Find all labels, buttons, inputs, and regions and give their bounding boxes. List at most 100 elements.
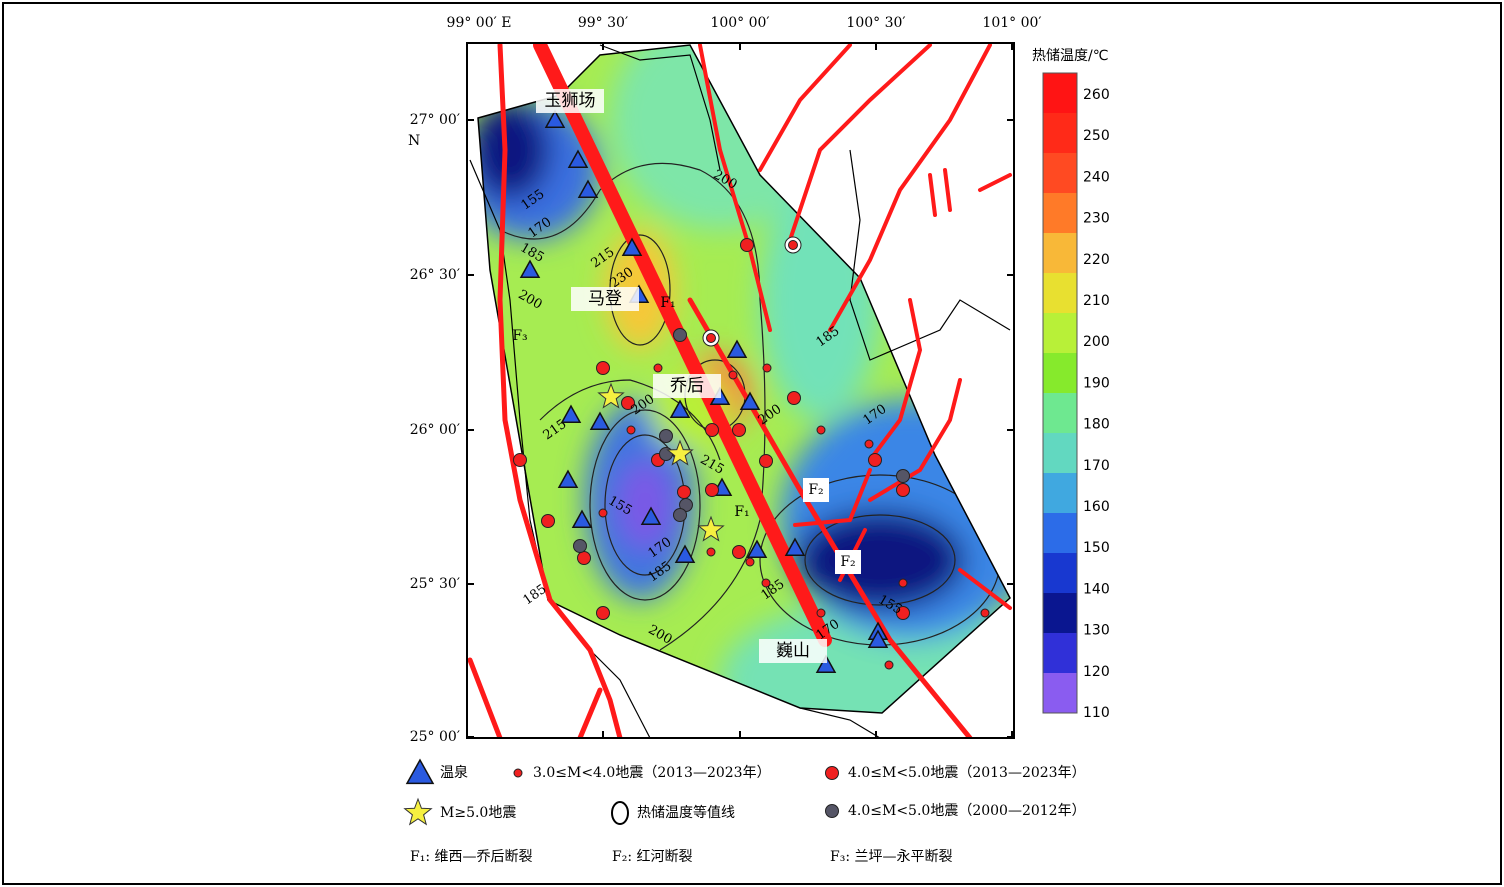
colorbar-label: 110 — [1083, 705, 1110, 721]
earthquake — [653, 363, 663, 373]
strong-earthquake — [666, 439, 694, 466]
colorbar-swatch — [1043, 153, 1077, 193]
earthquake — [626, 425, 636, 435]
colorbar-label: 170 — [1083, 458, 1110, 474]
earthquake — [884, 660, 894, 670]
earthquake — [513, 453, 527, 467]
fault-label: F₁ — [734, 504, 749, 520]
colorbar-swatch — [1043, 233, 1077, 273]
colorbar-label: 160 — [1083, 499, 1110, 515]
x-axis-label: 100° 30′ — [846, 15, 905, 31]
strong-earthquake — [697, 515, 725, 542]
y-axis-label: 26° 00′ — [410, 422, 460, 438]
earthquake — [898, 578, 908, 588]
colorbar-label: 230 — [1083, 211, 1110, 227]
earthquake — [573, 539, 587, 553]
earthquake — [596, 606, 610, 620]
earthquake — [677, 485, 691, 499]
hot-spring — [405, 758, 435, 785]
hot-spring — [560, 404, 582, 423]
hot-spring — [577, 179, 599, 198]
hot-spring — [815, 654, 837, 673]
colorbar-label: 260 — [1083, 87, 1110, 103]
x-axis-label: 100° 00′ — [710, 15, 769, 31]
legend-label: 热储温度等值线 — [637, 804, 735, 821]
earthquake — [896, 483, 910, 497]
fault-label: F₂ — [840, 554, 855, 570]
colorbar-label: 140 — [1083, 581, 1110, 597]
colorbar-swatch — [1043, 73, 1077, 113]
hot-spring — [739, 391, 761, 410]
colorbar-swatch — [1043, 113, 1077, 153]
colorbar-label: 240 — [1083, 169, 1110, 185]
colorbar-swatch — [1043, 673, 1077, 713]
colorbar-swatch — [1043, 273, 1077, 313]
earthquake — [896, 606, 910, 620]
y-axis-label: 25° 30′ — [410, 576, 460, 592]
legend-label: 4.0≤M<5.0地震（2013—2023年） — [848, 765, 1086, 781]
earthquake — [705, 483, 719, 497]
earthquake — [740, 238, 754, 252]
place-label-bg — [571, 287, 639, 311]
earthquake — [728, 370, 738, 380]
place-label: 巍山 — [776, 641, 810, 661]
earthquake — [762, 363, 772, 373]
earthquake — [761, 578, 771, 588]
colorbar-label: 120 — [1083, 664, 1110, 680]
colorbar-swatch — [1043, 633, 1077, 673]
earthquake — [825, 804, 839, 818]
faults — [467, 43, 1012, 738]
fault-label: F₁ — [660, 295, 675, 311]
y-axis-label: 26° 30′ — [410, 267, 460, 283]
colorbar-swatch — [1043, 313, 1077, 353]
colorbar-swatch — [1043, 513, 1077, 553]
hot-spring — [589, 411, 611, 430]
place-label: 乔后 — [670, 376, 704, 396]
y-axis-label: 25° 00′ — [410, 729, 460, 745]
earthquake — [816, 608, 826, 618]
colorbar-label: 210 — [1083, 293, 1110, 309]
earthquake — [745, 557, 755, 567]
earthquake — [659, 429, 673, 443]
legend-label: 温泉 — [440, 764, 468, 781]
earthquake — [980, 608, 990, 618]
region-outline — [477, 44, 1011, 714]
colorbar-label: 130 — [1083, 623, 1110, 639]
hot-spring — [640, 506, 662, 525]
legend-fault: F₁: 维西—乔后断裂 — [410, 849, 533, 865]
place-label-bg — [759, 639, 827, 663]
hot-spring — [726, 339, 748, 358]
x-axis-label: 99° 30′ — [578, 15, 628, 31]
colorbar-swatch — [1043, 593, 1077, 633]
earthquake — [541, 514, 555, 528]
colorbar-title: 热储温度/℃ — [1032, 48, 1108, 64]
earthquake — [864, 439, 874, 449]
hot-spring — [621, 237, 643, 256]
hot-spring — [567, 149, 589, 168]
place-label-bg — [653, 374, 721, 398]
legend-label: M≥5.0地震 — [440, 805, 516, 821]
legend-label: 4.0≤M<5.0地震（2000—2012年） — [848, 803, 1086, 819]
fault-label-bg — [835, 550, 861, 574]
colorbar-swatch — [1043, 193, 1077, 233]
colorbar-swatch — [1043, 433, 1077, 473]
place-label: 玉狮场 — [545, 91, 596, 111]
earthquake — [825, 766, 839, 780]
earthquake — [621, 396, 635, 410]
earthquake — [759, 454, 773, 468]
earthquake — [596, 361, 610, 375]
fault-label: F₂ — [808, 482, 823, 498]
earthquake — [816, 425, 826, 435]
colorbar-label: 180 — [1083, 417, 1110, 433]
earthquake — [732, 545, 746, 559]
hot-spring — [544, 109, 566, 128]
hot-spring — [867, 629, 889, 648]
hot-spring — [571, 509, 593, 528]
legend-fault: F₃: 兰坪—永平断裂 — [830, 849, 953, 865]
hot-spring — [746, 539, 768, 558]
hot-spring — [557, 469, 579, 488]
earthquake — [868, 453, 882, 467]
place-label-bg — [536, 89, 604, 113]
earthquake — [706, 547, 716, 557]
earthquake — [787, 391, 801, 405]
